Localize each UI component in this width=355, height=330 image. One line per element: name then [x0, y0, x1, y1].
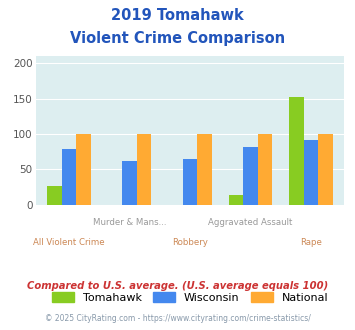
Bar: [318, 134, 333, 205]
Bar: [304, 140, 318, 205]
Bar: [61, 149, 76, 205]
Text: Rape: Rape: [300, 238, 322, 247]
Legend: Tomahawk, Wisconsin, National: Tomahawk, Wisconsin, National: [47, 287, 333, 307]
Text: Violent Crime Comparison: Violent Crime Comparison: [70, 31, 285, 46]
Text: 2019 Tomahawk: 2019 Tomahawk: [111, 8, 244, 23]
Bar: [47, 185, 61, 205]
Bar: [137, 134, 151, 205]
Text: Compared to U.S. average. (U.S. average equals 100): Compared to U.S. average. (U.S. average …: [27, 281, 328, 291]
Bar: [289, 97, 304, 205]
Text: © 2025 CityRating.com - https://www.cityrating.com/crime-statistics/: © 2025 CityRating.com - https://www.city…: [45, 314, 310, 323]
Bar: [122, 161, 137, 205]
Bar: [243, 147, 258, 205]
Bar: [229, 195, 243, 205]
Text: Robbery: Robbery: [172, 238, 208, 247]
Bar: [258, 134, 272, 205]
Text: All Violent Crime: All Violent Crime: [33, 238, 105, 247]
Text: Aggravated Assault: Aggravated Assault: [208, 218, 293, 227]
Bar: [197, 134, 212, 205]
Bar: [76, 134, 91, 205]
Text: Murder & Mans...: Murder & Mans...: [93, 218, 166, 227]
Bar: [183, 159, 197, 205]
